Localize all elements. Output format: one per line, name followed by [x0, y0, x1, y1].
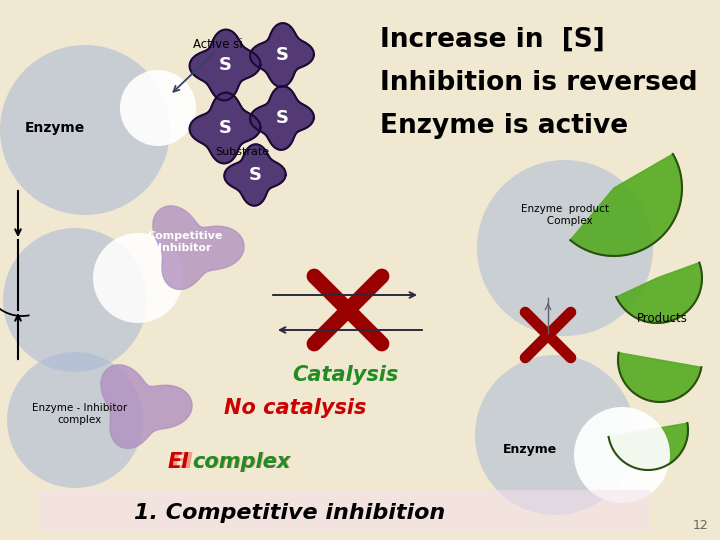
Text: Competitive
Inhibitor: Competitive Inhibitor	[148, 231, 222, 253]
Polygon shape	[250, 23, 314, 87]
Polygon shape	[189, 92, 261, 164]
Circle shape	[93, 233, 183, 323]
Text: S: S	[248, 166, 261, 184]
Text: S: S	[218, 119, 232, 137]
Circle shape	[0, 45, 170, 215]
Text: No catalysis: No catalysis	[224, 398, 366, 418]
Text: Increase in  [S]: Increase in [S]	[380, 27, 605, 53]
Circle shape	[475, 355, 635, 515]
Circle shape	[3, 228, 147, 372]
Text: EI: EI	[168, 452, 190, 472]
Text: Enzyme: Enzyme	[503, 443, 557, 456]
Text: Enzyme is active: Enzyme is active	[380, 113, 628, 139]
Text: Active si: Active si	[193, 38, 243, 51]
Polygon shape	[570, 154, 682, 256]
Circle shape	[477, 160, 653, 336]
Polygon shape	[101, 365, 192, 448]
Text: complex: complex	[58, 415, 102, 425]
Text: Products: Products	[637, 312, 688, 325]
Polygon shape	[225, 144, 286, 206]
Circle shape	[120, 70, 196, 146]
Text: Enzyme: Enzyme	[25, 121, 85, 135]
Circle shape	[574, 407, 670, 503]
Text: EIcomplex: EIcomplex	[172, 452, 292, 472]
Polygon shape	[618, 353, 701, 402]
Text: S: S	[218, 56, 232, 74]
Polygon shape	[616, 262, 702, 323]
Text: Substrate: Substrate	[215, 147, 269, 157]
Text: Inhibition is reversed: Inhibition is reversed	[380, 70, 698, 96]
Text: Enzyme  product
   Complex: Enzyme product Complex	[521, 204, 609, 226]
Text: S: S	[276, 109, 289, 127]
Polygon shape	[189, 30, 261, 100]
Text: Catalysis: Catalysis	[292, 365, 398, 385]
Text: S: S	[276, 46, 289, 64]
Text: Enzyme - Inhibitor: Enzyme - Inhibitor	[32, 403, 127, 413]
Polygon shape	[153, 206, 244, 289]
Text: complex: complex	[192, 452, 290, 472]
Circle shape	[7, 352, 143, 488]
FancyBboxPatch shape	[40, 490, 650, 532]
Text: 1. Competitive inhibition: 1. Competitive inhibition	[135, 503, 446, 523]
Polygon shape	[608, 423, 688, 470]
Polygon shape	[250, 86, 314, 150]
Text: 12: 12	[692, 519, 708, 532]
